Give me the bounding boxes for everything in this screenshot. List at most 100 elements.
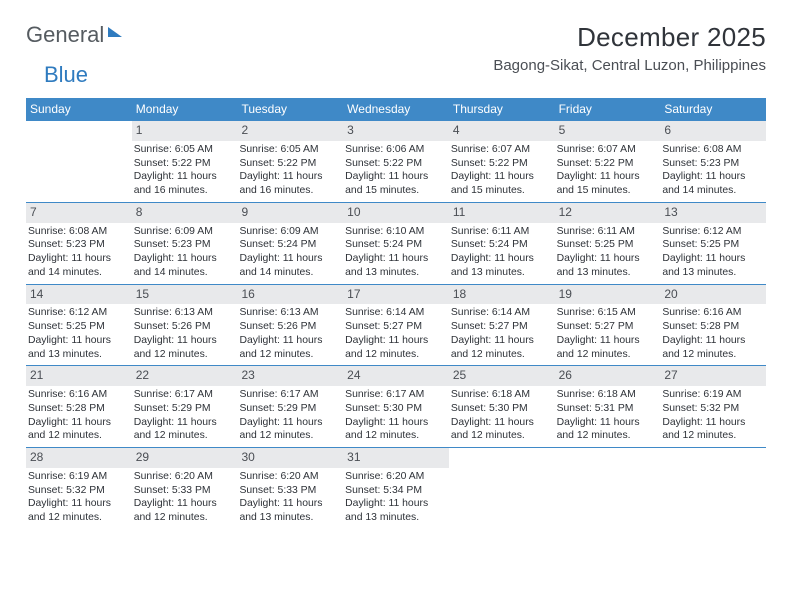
sunset-text: Sunset: 5:22 PM [239,157,339,171]
sunset-text: Sunset: 5:23 PM [662,157,762,171]
sunrise-text: Sunrise: 6:05 AM [239,143,339,157]
day-number: 10 [343,203,449,223]
sunset-text: Sunset: 5:22 PM [134,157,234,171]
daylight-text: Daylight: 11 hours and 12 minutes. [239,334,339,361]
day-body: Sunrise: 6:17 AMSunset: 5:29 PMDaylight:… [132,388,238,443]
day-body: Sunrise: 6:09 AMSunset: 5:23 PMDaylight:… [132,225,238,280]
weekday-header: Sunday [26,98,132,121]
sunset-text: Sunset: 5:33 PM [134,484,234,498]
sunset-text: Sunset: 5:30 PM [345,402,445,416]
daylight-text: Daylight: 11 hours and 13 minutes. [345,497,445,524]
sunset-text: Sunset: 5:28 PM [28,402,128,416]
calendar-day-cell: 26Sunrise: 6:18 AMSunset: 5:31 PMDayligh… [555,366,661,448]
daylight-text: Daylight: 11 hours and 13 minutes. [451,252,551,279]
sunrise-text: Sunrise: 6:07 AM [451,143,551,157]
calendar-week-row: 21Sunrise: 6:16 AMSunset: 5:28 PMDayligh… [26,366,766,448]
calendar-day-cell: 17Sunrise: 6:14 AMSunset: 5:27 PMDayligh… [343,285,449,367]
day-number: 26 [555,366,661,386]
day-body: Sunrise: 6:16 AMSunset: 5:28 PMDaylight:… [26,388,132,443]
sunset-text: Sunset: 5:22 PM [557,157,657,171]
sunset-text: Sunset: 5:31 PM [557,402,657,416]
calendar-day-cell: 16Sunrise: 6:13 AMSunset: 5:26 PMDayligh… [237,285,343,367]
day-number: 18 [449,285,555,305]
sunset-text: Sunset: 5:27 PM [345,320,445,334]
day-number: 1 [132,121,238,141]
sunrise-text: Sunrise: 6:11 AM [557,225,657,239]
sunrise-text: Sunrise: 6:15 AM [557,306,657,320]
day-number: 4 [449,121,555,141]
day-number: 17 [343,285,449,305]
brand-logo: General [26,22,122,48]
day-body: Sunrise: 6:13 AMSunset: 5:26 PMDaylight:… [132,306,238,361]
day-body: Sunrise: 6:20 AMSunset: 5:34 PMDaylight:… [343,470,449,525]
day-body: Sunrise: 6:19 AMSunset: 5:32 PMDaylight:… [660,388,766,443]
day-body: Sunrise: 6:05 AMSunset: 5:22 PMDaylight:… [237,143,343,198]
sunrise-text: Sunrise: 6:09 AM [239,225,339,239]
day-body: Sunrise: 6:14 AMSunset: 5:27 PMDaylight:… [449,306,555,361]
location-subtitle: Bagong-Sikat, Central Luzon, Philippines [493,57,766,74]
sunrise-text: Sunrise: 6:14 AM [345,306,445,320]
day-body: Sunrise: 6:18 AMSunset: 5:31 PMDaylight:… [555,388,661,443]
sunrise-text: Sunrise: 6:06 AM [345,143,445,157]
calendar-day-cell: 22Sunrise: 6:17 AMSunset: 5:29 PMDayligh… [132,366,238,448]
day-number: 20 [660,285,766,305]
calendar-day-cell: 9Sunrise: 6:09 AMSunset: 5:24 PMDaylight… [237,203,343,285]
calendar-day-cell: 25Sunrise: 6:18 AMSunset: 5:30 PMDayligh… [449,366,555,448]
sunrise-text: Sunrise: 6:16 AM [662,306,762,320]
sunset-text: Sunset: 5:24 PM [451,238,551,252]
calendar-day-cell: 3Sunrise: 6:06 AMSunset: 5:22 PMDaylight… [343,121,449,203]
calendar-day-cell: 14Sunrise: 6:12 AMSunset: 5:25 PMDayligh… [26,285,132,367]
daylight-text: Daylight: 11 hours and 13 minutes. [662,252,762,279]
daylight-text: Daylight: 11 hours and 14 minutes. [662,170,762,197]
sunrise-text: Sunrise: 6:08 AM [28,225,128,239]
calendar-day-cell [449,448,555,529]
day-body: Sunrise: 6:13 AMSunset: 5:26 PMDaylight:… [237,306,343,361]
day-body: Sunrise: 6:17 AMSunset: 5:29 PMDaylight:… [237,388,343,443]
day-number: 14 [26,285,132,305]
day-body: Sunrise: 6:15 AMSunset: 5:27 PMDaylight:… [555,306,661,361]
day-number: 23 [237,366,343,386]
calendar-day-cell: 4Sunrise: 6:07 AMSunset: 5:22 PMDaylight… [449,121,555,203]
day-number: 24 [343,366,449,386]
sunset-text: Sunset: 5:23 PM [134,238,234,252]
calendar-day-cell [26,121,132,203]
calendar-day-cell: 15Sunrise: 6:13 AMSunset: 5:26 PMDayligh… [132,285,238,367]
calendar-day-cell: 20Sunrise: 6:16 AMSunset: 5:28 PMDayligh… [660,285,766,367]
daylight-text: Daylight: 11 hours and 13 minutes. [28,334,128,361]
sunset-text: Sunset: 5:25 PM [662,238,762,252]
calendar-day-cell [555,448,661,529]
sunset-text: Sunset: 5:32 PM [662,402,762,416]
day-body: Sunrise: 6:11 AMSunset: 5:24 PMDaylight:… [449,225,555,280]
weekday-header-row: Sunday Monday Tuesday Wednesday Thursday… [26,98,766,121]
sunrise-text: Sunrise: 6:09 AM [134,225,234,239]
sunset-text: Sunset: 5:28 PM [662,320,762,334]
sunrise-text: Sunrise: 6:17 AM [345,388,445,402]
day-number: 2 [237,121,343,141]
day-number: 15 [132,285,238,305]
weekday-header: Tuesday [237,98,343,121]
day-body: Sunrise: 6:10 AMSunset: 5:24 PMDaylight:… [343,225,449,280]
day-body: Sunrise: 6:16 AMSunset: 5:28 PMDaylight:… [660,306,766,361]
day-body: Sunrise: 6:17 AMSunset: 5:30 PMDaylight:… [343,388,449,443]
calendar-day-cell: 13Sunrise: 6:12 AMSunset: 5:25 PMDayligh… [660,203,766,285]
sunset-text: Sunset: 5:26 PM [239,320,339,334]
calendar-day-cell: 8Sunrise: 6:09 AMSunset: 5:23 PMDaylight… [132,203,238,285]
calendar-day-cell: 5Sunrise: 6:07 AMSunset: 5:22 PMDaylight… [555,121,661,203]
day-body: Sunrise: 6:07 AMSunset: 5:22 PMDaylight:… [555,143,661,198]
calendar-day-cell: 24Sunrise: 6:17 AMSunset: 5:30 PMDayligh… [343,366,449,448]
page-title: December 2025 [493,22,766,53]
day-number: 30 [237,448,343,468]
calendar-day-cell [660,448,766,529]
calendar-day-cell: 2Sunrise: 6:05 AMSunset: 5:22 PMDaylight… [237,121,343,203]
daylight-text: Daylight: 11 hours and 14 minutes. [28,252,128,279]
daylight-text: Daylight: 11 hours and 12 minutes. [134,416,234,443]
daylight-text: Daylight: 11 hours and 16 minutes. [134,170,234,197]
sunrise-text: Sunrise: 6:18 AM [557,388,657,402]
day-number: 21 [26,366,132,386]
sunrise-text: Sunrise: 6:05 AM [134,143,234,157]
day-number: 6 [660,121,766,141]
calendar-week-row: 1Sunrise: 6:05 AMSunset: 5:22 PMDaylight… [26,121,766,203]
daylight-text: Daylight: 11 hours and 12 minutes. [239,416,339,443]
daylight-text: Daylight: 11 hours and 12 minutes. [662,416,762,443]
sunrise-text: Sunrise: 6:20 AM [345,470,445,484]
